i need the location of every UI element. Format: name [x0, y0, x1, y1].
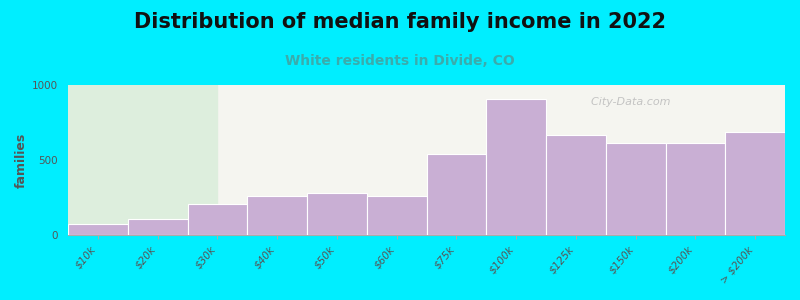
Bar: [426, 154, 486, 236]
Bar: [546, 135, 606, 236]
Bar: [486, 98, 546, 236]
Bar: [726, 132, 785, 236]
Text: Distribution of median family income in 2022: Distribution of median family income in …: [134, 12, 666, 32]
Bar: [366, 196, 426, 236]
Bar: [68, 224, 128, 236]
Bar: [666, 143, 726, 236]
Bar: [187, 204, 247, 236]
Text: City-Data.com: City-Data.com: [584, 97, 670, 107]
Bar: [128, 219, 187, 236]
Bar: [247, 196, 307, 236]
Bar: [606, 143, 666, 236]
Text: White residents in Divide, CO: White residents in Divide, CO: [285, 54, 515, 68]
Bar: [307, 193, 366, 236]
Bar: [68, 85, 218, 236]
Y-axis label: families: families: [15, 133, 28, 188]
